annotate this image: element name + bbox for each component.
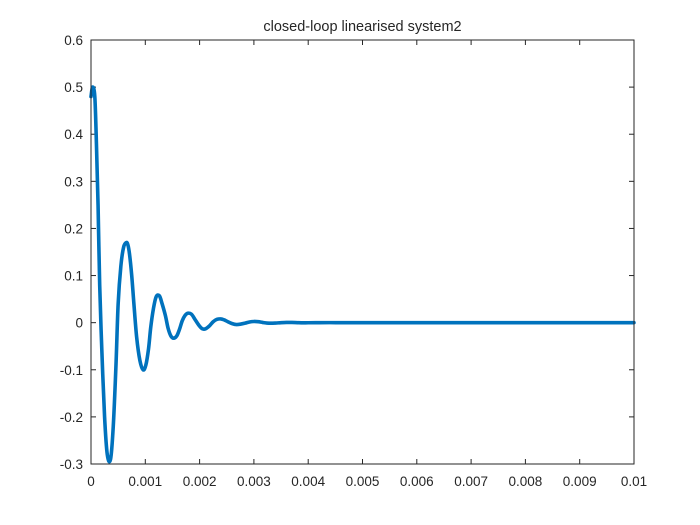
y-tick-label: -0.2 — [60, 410, 83, 425]
x-tick-label: 0.009 — [563, 474, 597, 489]
y-tick-label: 0.6 — [64, 33, 83, 48]
y-tick-label: 0.2 — [64, 221, 83, 236]
x-axis: 0 0.001 0.002 0.003 0.004 0.005 0.006 0.007 0.00… — [87, 40, 647, 489]
chart-title: closed-loop linearised system2 — [263, 19, 461, 35]
x-tick-label: 0.007 — [454, 474, 488, 489]
x-tick-label: 0.003 — [237, 474, 271, 489]
plot-frame — [90, 39, 635, 465]
plot-area — [91, 40, 634, 464]
x-tick-label: 0.005 — [346, 474, 380, 489]
y-tick-label: 0.4 — [64, 127, 83, 142]
y-tick-label: -0.1 — [60, 363, 83, 378]
x-tick-label: 0.01 — [621, 474, 647, 489]
x-tick-label: 0.001 — [128, 474, 162, 489]
y-tick-label: 0.1 — [64, 269, 83, 284]
y-tick-label: -0.3 — [60, 457, 83, 472]
x-tick-label: 0.004 — [291, 474, 325, 489]
y-tick-label: 0.5 — [64, 80, 83, 95]
y-tick-label: 0 — [75, 316, 83, 331]
y-tick-label: 0.3 — [64, 174, 83, 189]
x-tick-label: 0 — [87, 474, 95, 489]
series-line — [89, 85, 636, 464]
x-tick-label: 0.008 — [509, 474, 543, 489]
x-tick-label: 0.002 — [183, 474, 217, 489]
x-tick-label: 0.006 — [400, 474, 434, 489]
